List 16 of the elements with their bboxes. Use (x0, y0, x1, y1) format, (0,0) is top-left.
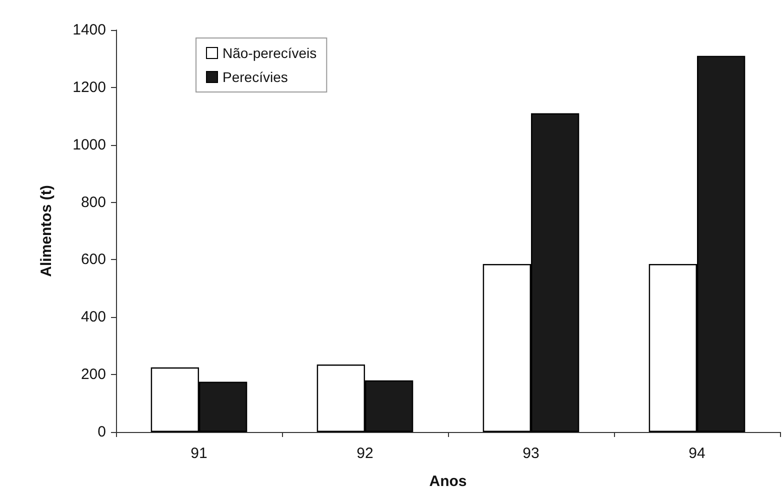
y-tick-label: 1200 (72, 78, 106, 96)
x-tick-label: 94 (688, 445, 706, 462)
legend-label: Perecívies (222, 69, 288, 85)
y-tick-label: 600 (80, 251, 106, 268)
x-tick-label: 92 (356, 445, 374, 462)
legend-label: Não-perecíveis (222, 45, 317, 61)
y-tick-label: 400 (80, 308, 106, 326)
y-tick-label: 800 (80, 194, 106, 211)
y-axis-title: Alimentos (t) (38, 185, 55, 277)
y-tick-label: 1400 (72, 22, 106, 38)
x-tick-label: 93 (522, 445, 540, 462)
x-axis-title: Anos (429, 473, 467, 490)
x-tick-label: 91 (190, 445, 208, 462)
y-tick-label: 0 (98, 424, 106, 440)
y-tick-label: 1000 (72, 136, 106, 154)
y-tick-label: 200 (80, 366, 106, 384)
